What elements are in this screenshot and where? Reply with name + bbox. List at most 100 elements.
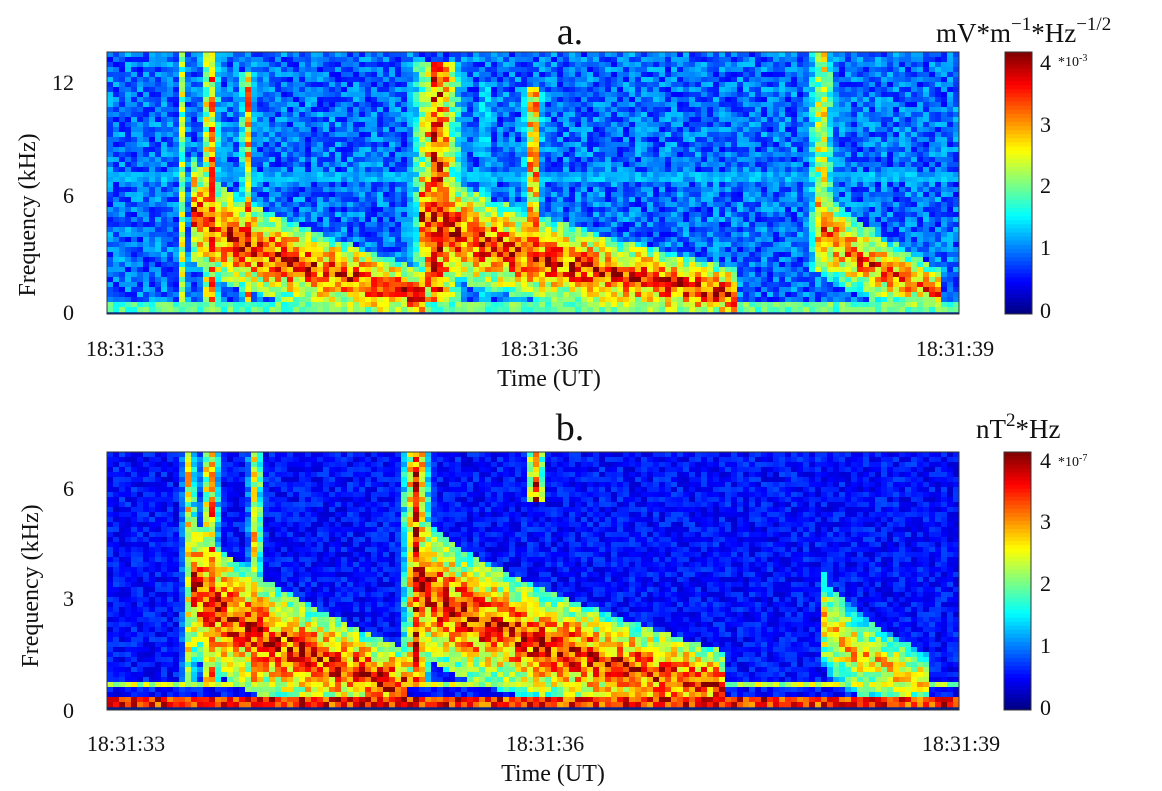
heatmap-cell [755, 182, 762, 188]
heatmap-cell [377, 192, 384, 198]
heatmap-cell [185, 187, 192, 193]
heatmap-cell [569, 72, 576, 78]
heatmap-cell [347, 52, 354, 58]
heatmap-cell [191, 112, 198, 118]
heatmap-cell [413, 127, 420, 133]
heatmap-cell [689, 202, 696, 208]
heatmap-cell [335, 172, 342, 178]
heatmap-cell [341, 162, 348, 168]
heatmap-cell [923, 92, 930, 98]
heatmap-cell [713, 182, 720, 188]
heatmap-cell [269, 217, 276, 223]
heatmap-cell [917, 72, 924, 78]
heatmap-cell [923, 162, 930, 168]
heatmap-cell [827, 122, 834, 128]
heatmap-cell [641, 172, 648, 178]
heatmap-cell [383, 147, 390, 153]
heatmap-cell [425, 157, 432, 163]
heatmap-cell [245, 227, 252, 233]
heatmap-cell [353, 212, 360, 218]
heatmap-cell [611, 92, 618, 98]
heatmap-cell [779, 197, 786, 203]
heatmap-cell [653, 217, 660, 223]
heatmap-cell [227, 107, 234, 113]
heatmap-cell [953, 142, 960, 148]
heatmap-cell [665, 97, 672, 103]
heatmap-cell [527, 67, 534, 73]
heatmap-cell [479, 77, 486, 83]
heatmap-cell [263, 152, 270, 158]
heatmap-cell [623, 177, 630, 183]
heatmap-cell [863, 117, 870, 123]
heatmap-cell [503, 107, 510, 113]
heatmap-cell [605, 192, 612, 198]
heatmap-cell [143, 172, 150, 178]
heatmap-cell [257, 122, 264, 128]
heatmap-cell [827, 67, 834, 73]
heatmap-cell [491, 97, 498, 103]
heatmap-cell [611, 177, 618, 183]
heatmap-cell [341, 157, 348, 163]
heatmap-cell [503, 97, 510, 103]
heatmap-cell [227, 157, 234, 163]
heatmap-cell [221, 102, 228, 108]
heatmap-cell [353, 182, 360, 188]
heatmap-cell [947, 77, 954, 83]
heatmap-cell [263, 82, 270, 88]
heatmap-cell [923, 192, 930, 198]
heatmap-cell [137, 92, 144, 98]
heatmap-cell [503, 57, 510, 63]
heatmap-cell [365, 72, 372, 78]
heatmap-cell [857, 222, 864, 228]
heatmap-cell [785, 102, 792, 108]
heatmap-cell [239, 72, 246, 78]
heatmap-cell [341, 152, 348, 158]
heatmap-cell [563, 77, 570, 83]
heatmap-cell [107, 82, 114, 88]
heatmap-cell [713, 177, 720, 183]
heatmap-cell [497, 167, 504, 173]
heatmap-cell [803, 52, 810, 58]
heatmap-cell [299, 172, 306, 178]
heatmap-cell [485, 117, 492, 123]
heatmap-cell [641, 72, 648, 78]
heatmap-cell [431, 147, 438, 153]
heatmap-cell [587, 207, 594, 213]
heatmap-cell [917, 187, 924, 193]
heatmap-cell [539, 222, 546, 228]
heatmap-cell [845, 197, 852, 203]
heatmap-cell [635, 197, 642, 203]
heatmap-cell [245, 207, 252, 213]
heatmap-cell [437, 187, 444, 193]
heatmap-cell [497, 207, 504, 213]
heatmap-cell [299, 142, 306, 148]
heatmap-cell [707, 72, 714, 78]
heatmap-cell [521, 192, 528, 198]
heatmap-cell [839, 217, 846, 223]
heatmap-cell [185, 142, 192, 148]
heatmap-cell [407, 72, 414, 78]
heatmap-cell [935, 142, 942, 148]
heatmap-cell [227, 102, 234, 108]
heatmap-cell [107, 87, 114, 93]
heatmap-cell [821, 177, 828, 183]
heatmap-cell [251, 72, 258, 78]
heatmap-cell [239, 107, 246, 113]
heatmap-cell [353, 52, 360, 58]
heatmap-cell [665, 132, 672, 138]
heatmap-cell [149, 182, 156, 188]
heatmap-cell [161, 192, 168, 198]
heatmap-cell [887, 97, 894, 103]
heatmap-cell [305, 127, 312, 133]
heatmap-cell [731, 177, 738, 183]
heatmap-cell [743, 102, 750, 108]
heatmap-cell [785, 97, 792, 103]
heatmap-cell [491, 72, 498, 78]
heatmap-cell [707, 122, 714, 128]
heatmap-cell [257, 142, 264, 148]
heatmap-cell [569, 102, 576, 108]
heatmap-cell [335, 167, 342, 173]
heatmap-cell [335, 82, 342, 88]
heatmap-cell [953, 202, 960, 208]
heatmap-cell [125, 167, 132, 173]
